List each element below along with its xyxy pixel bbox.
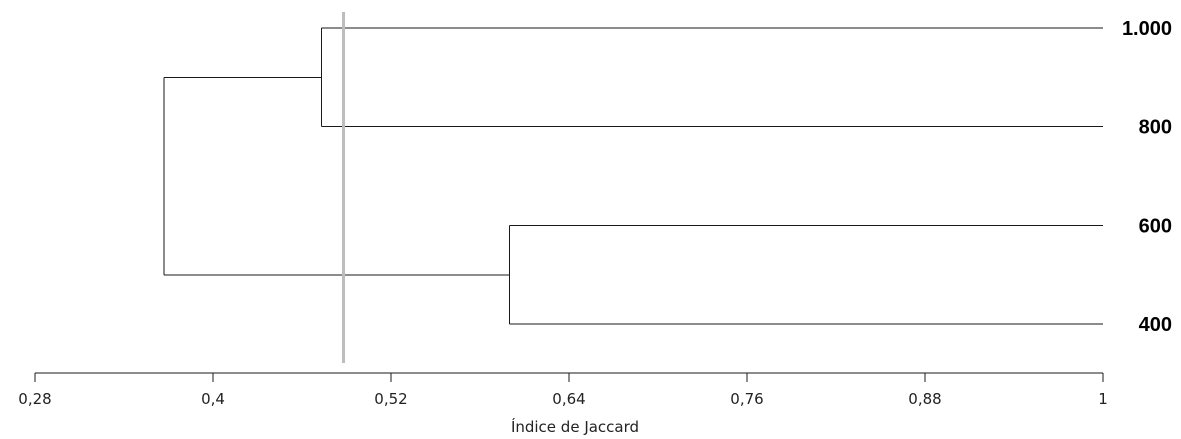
x-tick-label-5: 0,88 (908, 390, 941, 408)
x-tick-label-6: 1 (1098, 390, 1108, 408)
leaf-labels: 1.000 800 600 400 (1122, 18, 1172, 336)
leaf-label-l800: 800 (1139, 117, 1172, 139)
leaf-label-l400: 400 (1139, 314, 1172, 336)
leaf-label-l600: 600 (1139, 215, 1172, 237)
x-axis-ticks: 0,28 0,4 0,52 0,64 0,76 0,88 1 (18, 373, 1108, 408)
x-axis-title: Índice de Jaccard (511, 417, 639, 436)
dendrogram-branches (163, 27, 1103, 325)
x-tick-label-4: 0,76 (730, 390, 763, 408)
x-axis: 0,28 0,4 0,52 0,64 0,76 0,88 1 (18, 372, 1108, 408)
x-tick-label-0: 0,28 (18, 390, 51, 408)
leaf-label-l1000: 1.000 (1122, 18, 1172, 40)
x-tick-label-2: 0,52 (374, 390, 407, 408)
x-tick-label-3: 0,64 (552, 390, 585, 408)
x-tick-label-1: 0,4 (201, 390, 225, 408)
